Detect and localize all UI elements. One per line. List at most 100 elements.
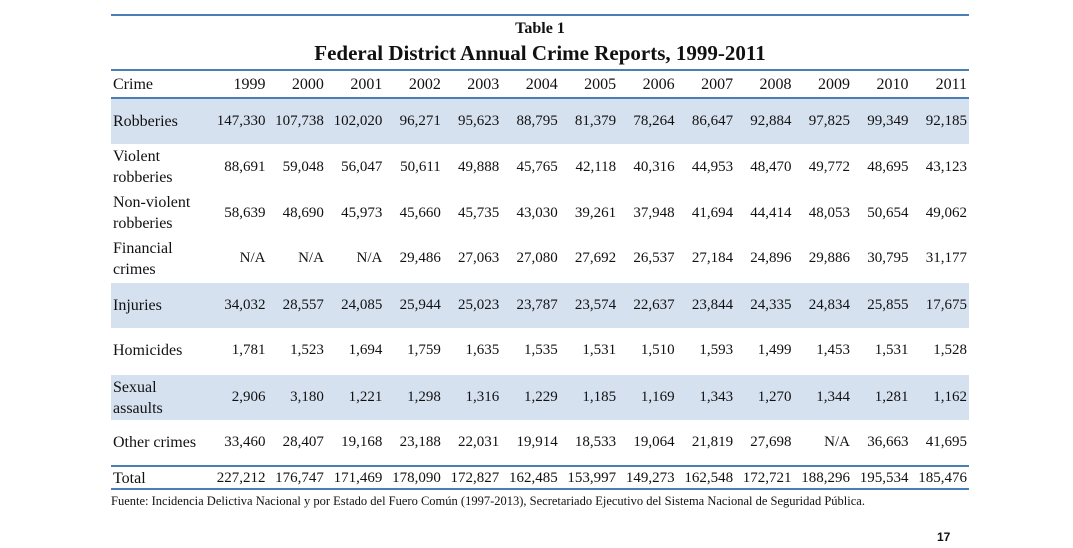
table-cell: 56,047 bbox=[341, 158, 383, 175]
table-cell: 99,349 bbox=[867, 113, 909, 129]
table-cell: 96,271 bbox=[399, 113, 441, 129]
table-cell: 27,698 bbox=[750, 434, 792, 450]
table-cell: 2,906 bbox=[209, 373, 268, 420]
table-cell: 88,691 bbox=[224, 158, 266, 175]
table-cell: 1,281 bbox=[851, 373, 911, 420]
table-cell: 33,460 bbox=[224, 434, 266, 450]
table-cell: 24,896 bbox=[750, 250, 792, 266]
table-cell: 81,379 bbox=[574, 113, 617, 129]
table-cell: 22,637 bbox=[618, 281, 677, 328]
table-cell: 34,032 bbox=[209, 281, 268, 328]
total-row: Total 227,212 176,747 171,469 178,090 17… bbox=[111, 465, 969, 490]
table-cell: 37,948 bbox=[633, 204, 675, 221]
header-row: Crime 1999 2000 2001 2002 2003 2004 2005… bbox=[111, 69, 969, 99]
column-header: 2009 bbox=[793, 69, 852, 99]
table-cell: 1,453 bbox=[816, 342, 850, 358]
crime-label: Non-violent robberies bbox=[113, 194, 191, 232]
table-cell: 1,635 bbox=[465, 342, 500, 358]
crime-label: Financial crimes bbox=[113, 239, 173, 278]
table-cell: 1,343 bbox=[676, 373, 736, 420]
table-cell: 44,414 bbox=[750, 204, 792, 221]
table-cell: 97,825 bbox=[808, 113, 850, 129]
table-cell: 1,298 bbox=[384, 373, 443, 420]
table-cell: 26,537 bbox=[633, 250, 675, 266]
table-row: Violent robberies 88,691 59,048 56,047 50,61… bbox=[111, 144, 969, 190]
table-cell: 42,118 bbox=[575, 158, 617, 175]
table-cell: 30,795 bbox=[867, 250, 909, 266]
page-number: 17 bbox=[937, 530, 951, 544]
total-cell: 162,485 bbox=[501, 465, 560, 490]
table-cell: N/A bbox=[356, 250, 383, 266]
column-header: 2001 bbox=[325, 69, 385, 99]
table-cell: 49,888 bbox=[458, 158, 500, 175]
table-cell: 31,177 bbox=[925, 250, 967, 266]
total-cell: 227,212 bbox=[209, 465, 268, 490]
table-cell: N/A bbox=[239, 250, 266, 266]
table-cell: 1,531 bbox=[582, 342, 617, 358]
table-cell: 50,654 bbox=[867, 204, 909, 221]
table-cell: 45,735 bbox=[458, 204, 500, 221]
total-cell: 176,747 bbox=[267, 465, 326, 490]
table-cell: 28,557 bbox=[267, 281, 326, 328]
table-cell: 40,316 bbox=[633, 158, 675, 175]
table-cell: 45,660 bbox=[399, 204, 441, 221]
column-header: 2011 bbox=[910, 69, 969, 99]
table-cell: 27,184 bbox=[691, 250, 734, 266]
table-cell: 41,694 bbox=[691, 204, 734, 221]
table-cell: 18,533 bbox=[574, 434, 617, 450]
crime-label: Other crimes bbox=[113, 434, 197, 451]
table-cell: N/A bbox=[824, 434, 850, 450]
table-cell: 1,162 bbox=[910, 373, 969, 420]
table-cell: 102,020 bbox=[333, 113, 383, 129]
total-cell: 149,273 bbox=[618, 465, 677, 490]
table-title: Federal District Annual Crime Reports, 1… bbox=[314, 41, 766, 65]
total-cell: 185,476 bbox=[910, 465, 969, 490]
table-cell: 45,765 bbox=[516, 158, 558, 175]
table-cell: 1,759 bbox=[407, 342, 441, 358]
table-cell: 48,470 bbox=[750, 158, 792, 175]
column-header: 2000 bbox=[267, 69, 326, 99]
table-cell: 1,531 bbox=[874, 342, 909, 358]
table-cell: 1,499 bbox=[757, 342, 792, 358]
table-cell: 3,180 bbox=[267, 373, 326, 420]
total-cell: 171,469 bbox=[325, 465, 385, 490]
total-cell: 153,997 bbox=[559, 465, 619, 490]
table-cell: 28,407 bbox=[282, 434, 324, 450]
table-cell: 24,085 bbox=[325, 281, 385, 328]
total-cell: 162,548 bbox=[676, 465, 736, 490]
table-cell: 1,528 bbox=[933, 342, 967, 358]
table-cell: 1,221 bbox=[325, 373, 385, 420]
table-cell: 19,168 bbox=[341, 434, 383, 450]
table-cell: 24,335 bbox=[735, 281, 794, 328]
total-cell: 195,534 bbox=[851, 465, 911, 490]
table-cell: 25,023 bbox=[442, 281, 502, 328]
table-cell: 1,316 bbox=[442, 373, 502, 420]
table-row: Robberies 147,330 107,738 102,020 96,271 95,6… bbox=[111, 98, 969, 144]
table-cell: 23,188 bbox=[399, 434, 441, 450]
table-cell: 27,080 bbox=[516, 250, 558, 266]
table-cell: 49,062 bbox=[925, 204, 967, 221]
table-cell: 43,123 bbox=[925, 158, 967, 175]
table-cell: 24,834 bbox=[793, 281, 852, 328]
column-header: 2010 bbox=[851, 69, 911, 99]
column-header: 2004 bbox=[501, 69, 560, 99]
table-cell: 48,695 bbox=[867, 158, 909, 175]
table-cell: 86,647 bbox=[691, 113, 734, 129]
crime-label: Homicides bbox=[113, 342, 183, 359]
column-header: 2005 bbox=[559, 69, 619, 99]
top-rule bbox=[111, 14, 969, 16]
column-header: 2003 bbox=[442, 69, 502, 99]
table-cell: 147,330 bbox=[216, 113, 266, 129]
table-row: Financial crimes N/A N/A N/A 29,486 27,063 27,… bbox=[111, 236, 969, 282]
table-cell: 21,819 bbox=[691, 434, 734, 450]
table-cell: 1,694 bbox=[348, 342, 383, 358]
table-cell: 58,639 bbox=[224, 204, 266, 221]
table-cell: 1,523 bbox=[290, 342, 324, 358]
table-cell: 48,053 bbox=[808, 204, 850, 221]
table-cell: 1,270 bbox=[735, 373, 794, 420]
column-header: Crime bbox=[111, 69, 209, 99]
crime-label: Robberies bbox=[113, 113, 178, 130]
crime-label: Violent robberies bbox=[113, 148, 173, 186]
table-cell: 1,185 bbox=[559, 373, 619, 420]
table-cell: 27,063 bbox=[458, 250, 500, 266]
